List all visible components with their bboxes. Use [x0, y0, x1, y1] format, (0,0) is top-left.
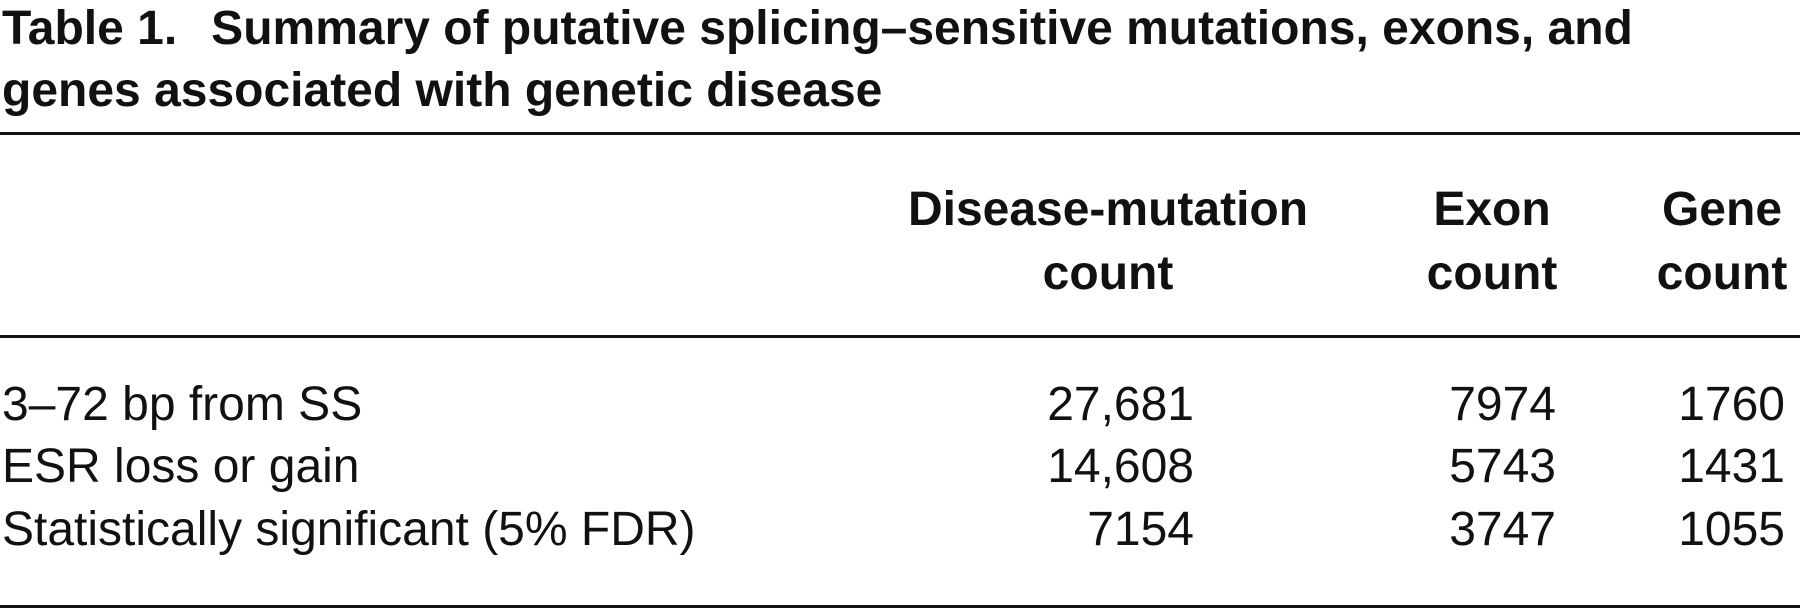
table-cell: 7974	[1449, 378, 1556, 431]
table-cell: 1760	[1678, 378, 1785, 431]
table-cell: 1431	[1678, 440, 1785, 493]
column-header: Gene count	[1656, 183, 1788, 300]
table-cell: 1055	[1678, 503, 1785, 556]
row-label: ESR loss or gain	[2, 440, 360, 493]
table-cell: 7154	[1087, 503, 1194, 556]
table-label: Table 1.	[2, 2, 178, 55]
table-cell: 27,681	[1047, 378, 1194, 431]
column-header: Disease-mutation count	[907, 183, 1309, 300]
title-text: Summary of putative splicing–sensitive m…	[2, 2, 1633, 117]
table-title: Table 1. Summary of putative splicing–sen…	[2, 0, 1652, 122]
row-label: 3–72 bp from SS	[2, 378, 363, 431]
row-label: Statistically significant (5% FDR)	[2, 503, 696, 556]
table-cell: 5743	[1449, 440, 1556, 493]
header-rule	[0, 335, 1800, 338]
table-cell: 14,608	[1047, 440, 1194, 493]
column-header: Exon count	[1426, 183, 1558, 300]
top-rule	[0, 132, 1800, 135]
bottom-rule	[0, 605, 1800, 608]
table-cell: 3747	[1449, 503, 1556, 556]
